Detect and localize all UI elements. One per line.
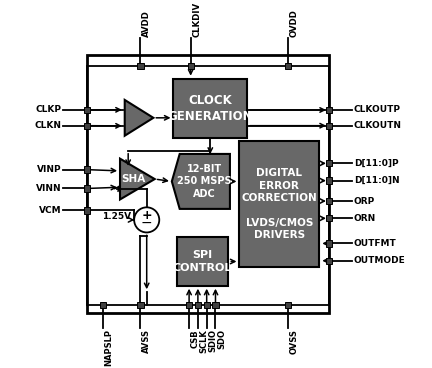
Bar [326, 123, 332, 129]
Bar [326, 240, 332, 247]
Text: SDIO: SDIO [209, 329, 218, 352]
Bar [186, 301, 192, 308]
Bar [239, 141, 319, 267]
Bar [173, 79, 247, 138]
Text: VCM: VCM [39, 206, 62, 215]
Text: OVSS: OVSS [290, 329, 299, 354]
Text: 1.25V: 1.25V [102, 212, 131, 221]
Text: CLKN: CLKN [35, 121, 62, 130]
Bar [195, 301, 201, 308]
Text: VINN: VINN [36, 184, 62, 193]
Bar [137, 63, 143, 69]
Text: OUTFMT: OUTFMT [354, 239, 397, 248]
Text: +: + [141, 209, 152, 222]
Bar [213, 301, 219, 308]
Text: CSB: CSB [191, 329, 200, 348]
Text: −: − [141, 215, 152, 229]
Text: SDO: SDO [217, 329, 226, 349]
Text: SPI
CONTROL: SPI CONTROL [173, 250, 232, 273]
Bar [84, 207, 90, 213]
Bar [84, 185, 90, 192]
Polygon shape [120, 159, 155, 199]
Text: CLKOUTP: CLKOUTP [354, 106, 401, 114]
Bar [326, 107, 332, 113]
Bar [285, 63, 291, 69]
Text: AVSS: AVSS [142, 329, 151, 353]
Polygon shape [125, 100, 153, 136]
Text: 12-BIT
250 MSPS
ADC: 12-BIT 250 MSPS ADC [178, 164, 232, 199]
Bar [326, 177, 332, 184]
Text: SCLK: SCLK [200, 329, 209, 353]
Polygon shape [172, 154, 230, 209]
Bar [326, 198, 332, 204]
Bar [137, 301, 143, 308]
Bar [326, 215, 332, 222]
Bar [326, 160, 332, 166]
Bar [326, 258, 332, 264]
Bar [84, 123, 90, 129]
Text: AVDD: AVDD [142, 10, 151, 37]
Text: D[11:0]P: D[11:0]P [354, 159, 399, 168]
Bar [87, 55, 329, 312]
Bar [84, 166, 90, 173]
Bar [100, 301, 106, 308]
Text: CLKP: CLKP [36, 106, 62, 114]
Bar [84, 107, 90, 113]
Text: VINP: VINP [37, 165, 62, 174]
Text: CLKDIV: CLKDIV [193, 2, 202, 37]
Text: SHA: SHA [121, 174, 146, 184]
Text: DIGITAL
ERROR
CORRECTION

LVDS/CMOS
DRIVERS: DIGITAL ERROR CORRECTION LVDS/CMOS DRIVE… [241, 168, 317, 240]
Text: OUTMODE: OUTMODE [354, 256, 406, 265]
Bar [187, 63, 194, 69]
Text: NAPSLP: NAPSLP [105, 329, 114, 366]
Text: CLKOUTN: CLKOUTN [354, 121, 402, 130]
Text: ORP: ORP [354, 197, 375, 206]
Text: ORN: ORN [354, 214, 376, 223]
Bar [203, 301, 210, 308]
Bar [285, 301, 291, 308]
Bar [177, 237, 229, 286]
Text: CLOCK
GENERATION: CLOCK GENERATION [168, 93, 253, 123]
Text: OVDD: OVDD [290, 9, 299, 37]
Text: D[11:0]N: D[11:0]N [354, 176, 400, 185]
